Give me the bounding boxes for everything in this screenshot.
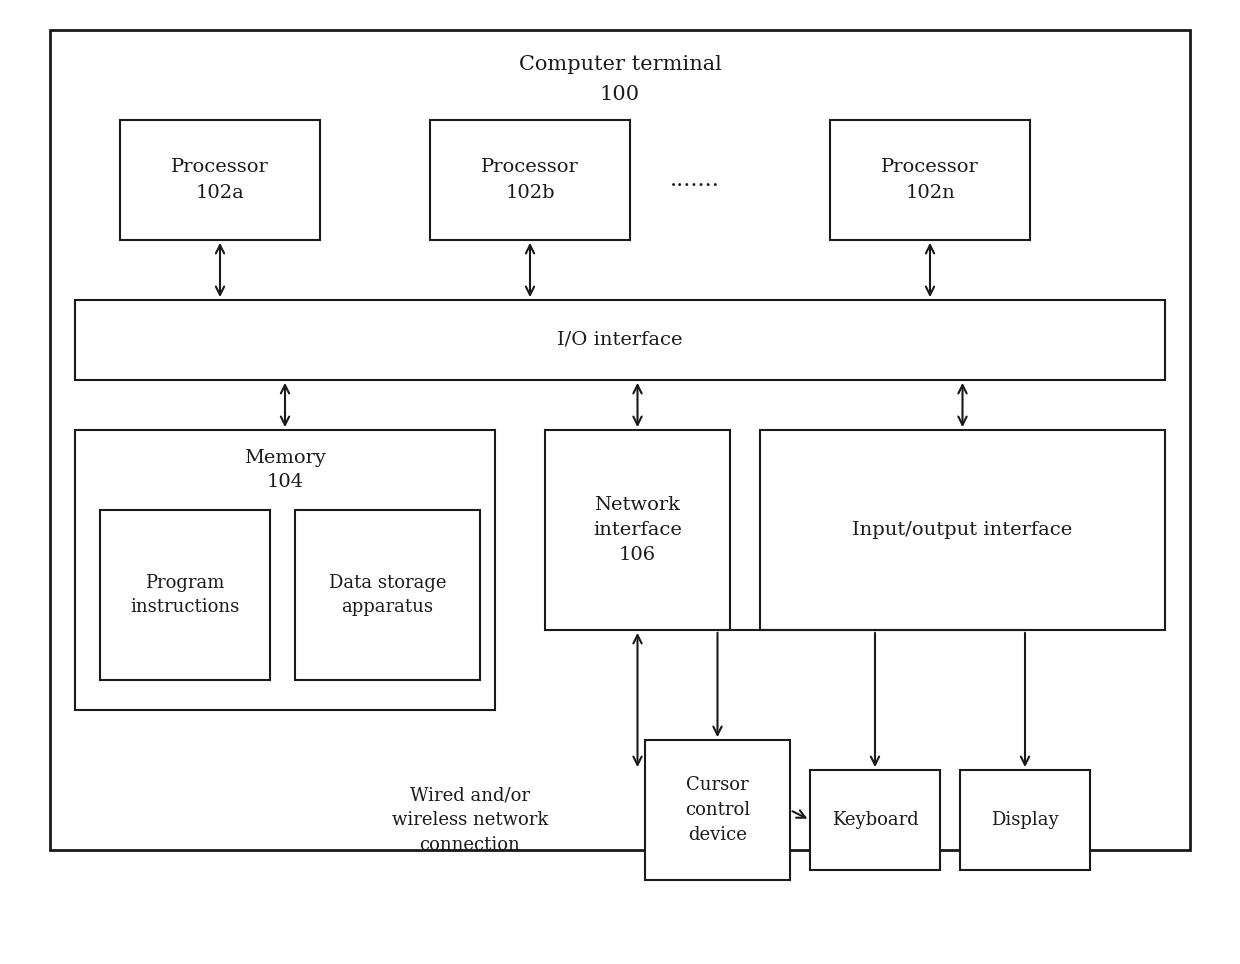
Bar [760, 430, 1166, 630]
Text: 100: 100 [600, 86, 640, 104]
Text: 104: 104 [267, 473, 304, 491]
Bar [546, 430, 730, 630]
Text: Data storage
apparatus: Data storage apparatus [329, 574, 446, 617]
Bar [295, 510, 480, 680]
Text: I/O interface: I/O interface [557, 331, 683, 349]
Text: Input/output interface: Input/output interface [852, 521, 1073, 539]
Bar [74, 430, 495, 710]
Bar [810, 770, 940, 870]
Text: .......: ....... [670, 169, 720, 191]
Bar [50, 30, 1190, 850]
Bar [645, 740, 790, 880]
Text: Cursor
control
device: Cursor control device [684, 776, 750, 844]
Text: Wired and/or
wireless network
connection: Wired and/or wireless network connection [392, 786, 548, 854]
Bar [120, 120, 320, 240]
Text: Memory: Memory [244, 449, 326, 467]
Text: Keyboard: Keyboard [832, 811, 919, 829]
Text: Processor
102a: Processor 102a [171, 158, 269, 201]
Text: Program
instructions: Program instructions [130, 574, 239, 617]
Text: Processor
102b: Processor 102b [481, 158, 579, 201]
Bar [74, 300, 1166, 380]
Bar [830, 120, 1030, 240]
Text: Network
interface
106: Network interface 106 [593, 496, 682, 564]
Bar [100, 510, 270, 680]
Text: Display: Display [991, 811, 1059, 829]
Bar [960, 770, 1090, 870]
Text: Computer terminal: Computer terminal [518, 56, 722, 74]
Text: Processor
102n: Processor 102n [882, 158, 978, 201]
Bar [430, 120, 630, 240]
